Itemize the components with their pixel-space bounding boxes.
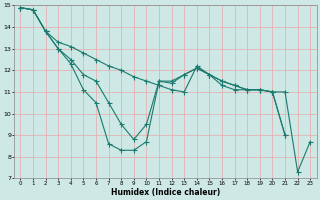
X-axis label: Humidex (Indice chaleur): Humidex (Indice chaleur) (111, 188, 220, 197)
